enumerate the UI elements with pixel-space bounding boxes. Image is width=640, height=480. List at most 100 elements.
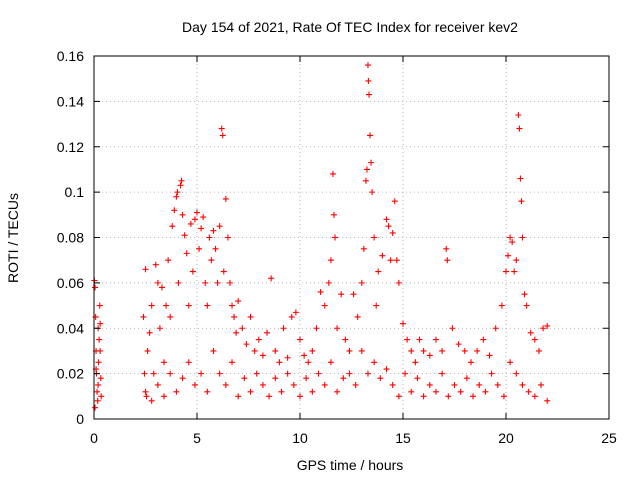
y-tick-label: 0.06: [57, 275, 84, 291]
data-point: [379, 252, 386, 259]
data-point: [443, 245, 450, 252]
data-point: [482, 388, 489, 395]
x-tick-label: 5: [193, 430, 201, 446]
data-point: [95, 359, 102, 366]
data-point: [97, 320, 104, 327]
data-point: [96, 302, 103, 309]
data-point: [334, 388, 341, 395]
data-point: [449, 325, 456, 332]
data-point: [229, 359, 236, 366]
data-point: [169, 223, 176, 230]
data-point: [97, 347, 104, 354]
axis-ticks: [93, 55, 610, 420]
data-point: [98, 393, 105, 400]
data-point: [321, 302, 328, 309]
data-point: [154, 279, 161, 286]
data-point: [210, 347, 217, 354]
data-point: [408, 347, 415, 354]
data-point: [350, 291, 357, 298]
data-point: [292, 309, 299, 316]
data-point: [161, 393, 168, 400]
data-point: [216, 223, 223, 230]
data-point: [95, 381, 102, 388]
data-point: [196, 245, 203, 252]
data-point: [383, 216, 390, 223]
data-point: [247, 388, 254, 395]
data-point: [432, 336, 439, 343]
data-points: [91, 62, 551, 411]
data-point: [278, 388, 285, 395]
data-point: [309, 347, 316, 354]
data-point: [204, 302, 211, 309]
data-point: [94, 397, 101, 404]
data-point: [297, 336, 303, 343]
data-point: [325, 279, 332, 286]
data-point: [461, 347, 468, 354]
data-point: [389, 229, 396, 236]
data-point: [523, 302, 530, 309]
data-point: [218, 125, 225, 132]
data-point: [507, 234, 514, 241]
data-point: [416, 336, 423, 343]
x-tick-label: 0: [90, 430, 98, 446]
data-point: [480, 336, 487, 343]
data-point: [185, 302, 192, 309]
data-point: [288, 313, 295, 320]
data-point: [500, 393, 507, 400]
data-point: [264, 329, 271, 336]
data-point: [148, 397, 155, 404]
data-point: [391, 198, 398, 205]
data-point: [154, 381, 161, 388]
data-point: [365, 77, 372, 84]
data-point: [309, 388, 316, 395]
data-point: [173, 193, 180, 200]
data-point: [146, 329, 153, 336]
data-point: [327, 359, 334, 366]
data-point: [538, 381, 545, 388]
data-point: [202, 279, 209, 286]
data-point: [513, 370, 520, 377]
x-tick-label: 25: [601, 430, 617, 446]
data-point: [513, 257, 520, 264]
data-point: [363, 166, 370, 173]
data-point: [531, 393, 538, 400]
data-point: [432, 388, 439, 395]
data-point: [226, 279, 233, 286]
data-point: [402, 370, 409, 377]
data-point: [426, 381, 433, 388]
data-point: [194, 209, 200, 216]
data-point: [467, 359, 474, 366]
data-point: [404, 336, 411, 343]
data-point: [509, 239, 516, 246]
data-point: [152, 261, 159, 268]
data-point: [222, 381, 229, 388]
x-tick-label: 10: [292, 430, 308, 446]
data-point: [141, 370, 148, 377]
y-tick-label: 0.02: [57, 366, 84, 382]
data-point: [313, 325, 320, 332]
data-point: [219, 132, 226, 139]
data-point: [280, 325, 287, 332]
data-point: [187, 220, 194, 227]
data-point: [284, 370, 291, 377]
data-point: [511, 268, 518, 275]
data-point: [144, 347, 151, 354]
data-point: [161, 359, 168, 366]
y-tick-label: 0.1: [65, 184, 85, 200]
data-point: [143, 393, 150, 400]
data-point: [492, 325, 499, 332]
data-point: [330, 211, 337, 218]
data-point: [204, 388, 211, 395]
data-point: [297, 393, 303, 400]
data-point: [362, 177, 369, 184]
data-point: [208, 257, 215, 264]
data-point: [463, 375, 470, 382]
data-point: [317, 288, 324, 295]
data-point: [253, 370, 260, 377]
data-point: [167, 370, 174, 377]
data-point: [507, 359, 514, 366]
data-point: [200, 214, 207, 221]
data-point: [525, 388, 532, 395]
data-point: [377, 375, 384, 382]
